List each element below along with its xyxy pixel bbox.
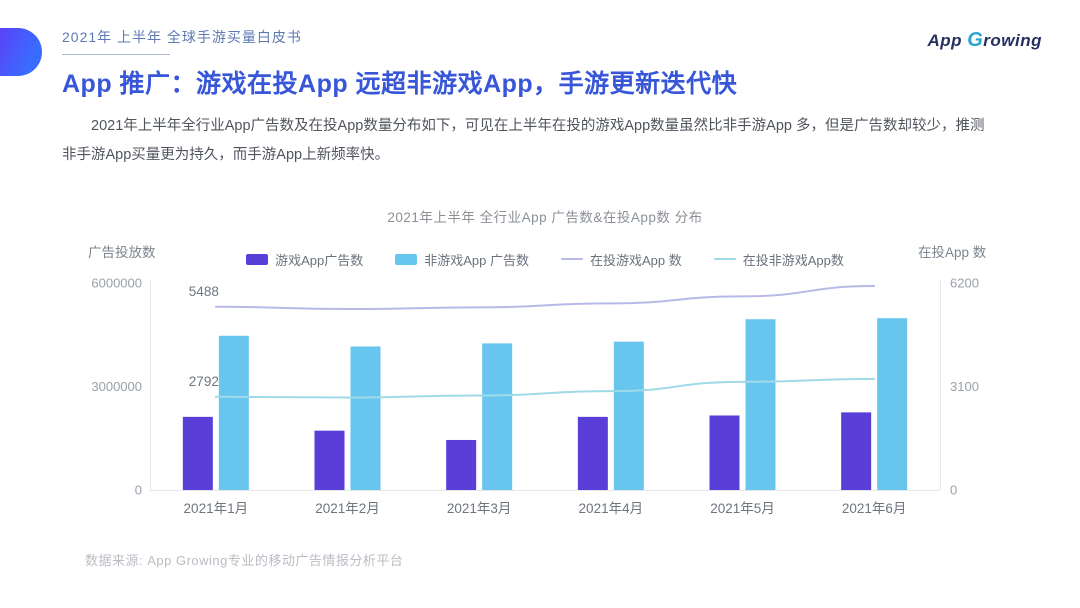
logo-text-rowing: rowing	[983, 31, 1042, 50]
nongame-app-ads-bar	[350, 346, 381, 490]
right-axis-tick: 0	[950, 483, 957, 498]
nongame-app-ads-bar	[877, 318, 908, 490]
left-axis-title: 广告投放数	[88, 245, 156, 260]
page-title: App 推广：游戏在投App 远超非游戏App，手游更新迭代快	[62, 70, 738, 98]
left-axis-tick: 6000000	[91, 276, 142, 291]
active-nongame-apps-line	[214, 377, 876, 399]
legend-label-active-game-apps: 在投游戏App 数	[590, 252, 682, 268]
game-app-ads-bar	[314, 430, 345, 490]
legend-label-nongame-app-ads: 非游戏App 广告数	[424, 252, 529, 268]
legend-item-game-app-ads: 游戏App广告数	[246, 250, 363, 269]
game-app-ads-bar	[577, 416, 608, 490]
left-axis-tick: 0	[135, 483, 142, 498]
x-axis-label: 2021年6月	[842, 501, 907, 516]
x-axis-label: 2021年3月	[447, 501, 512, 516]
legend-swatch-game-app-ads	[246, 253, 269, 265]
x-axis-label: 2021年1月	[184, 501, 249, 516]
legend-swatch-active-game-apps	[561, 258, 583, 260]
game-app-ads-bar	[182, 416, 213, 490]
x-axis-label: 2021年4月	[579, 501, 644, 516]
right-axis-tick: 3100	[950, 379, 979, 394]
logo-text-app: App	[927, 31, 968, 50]
header-underline	[62, 54, 170, 55]
logo-letter-g: G	[967, 29, 984, 51]
right-axis-tick: 6200	[950, 276, 979, 291]
data-source-footer: 数据来源: App Growing专业的移动广告情报分析平台	[85, 553, 404, 568]
legend-swatch-nongame-app-ads	[395, 253, 418, 265]
x-axis-label: 2021年5月	[710, 501, 775, 516]
chart-legend: 游戏App广告数 非游戏App 广告数 在投游戏App 数 在投非游戏App数	[150, 249, 940, 269]
legend-item-nongame-app-ads: 非游戏App 广告数	[395, 250, 529, 269]
value-annotation-2792: 2792	[189, 374, 219, 389]
nongame-app-ads-bar	[613, 341, 644, 490]
report-header-label: 2021年 上半年 全球手游买量白皮书	[62, 29, 302, 45]
legend-item-active-nongame-apps: 在投非游戏App数	[713, 250, 844, 269]
gradient-pill-decoration	[0, 28, 42, 76]
body-paragraph: 2021年上半年全行业App广告数及在投App数量分布如下，可见在上半年在投的游…	[62, 118, 985, 163]
nongame-app-ads-bar	[482, 343, 513, 490]
nongame-app-ads-bar	[218, 335, 249, 490]
legend-label-game-app-ads: 游戏App广告数	[275, 252, 364, 268]
app-growing-logo: App Growing	[927, 29, 1042, 52]
game-app-ads-bar	[709, 415, 740, 490]
x-axis-label: 2021年2月	[315, 501, 380, 516]
legend-label-active-nongame-apps: 在投非游戏App数	[742, 252, 844, 268]
right-axis-title: 在投App 数	[918, 245, 987, 260]
game-app-ads-bar	[841, 412, 872, 490]
left-axis-tick: 3000000	[91, 379, 142, 394]
value-annotation-5488: 5488	[189, 284, 219, 299]
legend-item-active-game-apps: 在投游戏App 数	[561, 250, 682, 269]
legend-swatch-active-nongame-apps	[713, 258, 736, 260]
nongame-app-ads-bar	[745, 319, 776, 490]
active-game-apps-line	[214, 285, 876, 311]
game-app-ads-bar	[446, 439, 477, 490]
chart-title: 2021年上半年 全行业App 广告数&在投App数 分布	[387, 210, 703, 225]
